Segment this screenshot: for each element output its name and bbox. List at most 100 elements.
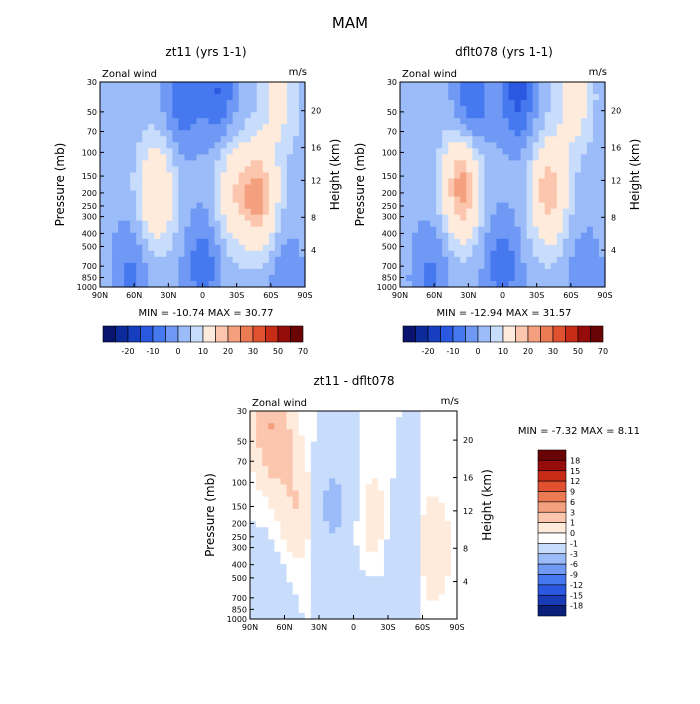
heat-cell	[432, 606, 440, 614]
heat-cell	[377, 502, 385, 510]
colorbar-swatch	[240, 325, 254, 343]
heat-cell	[262, 570, 269, 577]
heat-cell	[106, 82, 113, 89]
heat-cell	[454, 208, 461, 216]
heat-cell	[562, 190, 570, 198]
heat-cell	[136, 190, 143, 198]
heat-cell	[448, 256, 455, 264]
heat-cell	[268, 214, 276, 222]
heat-cell	[520, 82, 528, 89]
x-tick-label: 90N	[242, 623, 258, 632]
heat-cell	[250, 411, 257, 418]
heat-cell	[268, 515, 275, 522]
heat-cell	[178, 118, 186, 125]
heat-cell	[130, 274, 137, 282]
heat-cell	[574, 250, 582, 258]
heat-cell	[335, 490, 342, 498]
heat-cell	[226, 124, 234, 131]
heat-cell	[262, 582, 269, 590]
panel-3-title: zt11 - dflt078	[313, 374, 394, 388]
heat-cell	[274, 268, 282, 276]
heat-cell	[562, 100, 570, 107]
heat-cell	[268, 166, 276, 174]
heat-cell	[412, 160, 419, 168]
heat-cell	[262, 417, 269, 424]
heat-cell	[136, 280, 143, 288]
heat-cell	[402, 588, 409, 596]
heat-cell	[420, 423, 428, 430]
heat-cell	[262, 184, 270, 192]
heat-cell	[432, 612, 440, 620]
heat-cell	[268, 411, 275, 418]
heat-cell	[238, 118, 246, 125]
heat-cell	[424, 256, 431, 264]
heat-cell	[208, 136, 216, 143]
heat-cell	[430, 148, 437, 155]
heat-cell	[448, 112, 455, 119]
heat-cell	[142, 274, 149, 282]
heat-cell	[232, 88, 240, 95]
heat-cell	[298, 490, 306, 498]
y-tick-label: 1000	[377, 283, 397, 292]
heat-cell	[226, 202, 234, 210]
heat-cell	[244, 184, 252, 192]
heat-cell	[406, 274, 413, 282]
heat-cell	[592, 208, 600, 216]
heat-cell	[316, 429, 324, 437]
heat-cell	[166, 136, 173, 143]
heat-cell	[208, 226, 216, 234]
panel-2-stats: MIN = -12.94 MAX = 31.57	[437, 308, 572, 319]
heat-cell	[190, 118, 198, 125]
heat-cell	[323, 447, 330, 455]
heat-cell	[592, 214, 600, 222]
heat-cell	[424, 220, 431, 228]
heat-cell	[178, 82, 186, 89]
heat-cell	[371, 606, 379, 614]
colorbar-swatch	[537, 470, 567, 482]
colorbar-swatch	[537, 605, 567, 617]
heat-cell	[448, 130, 455, 137]
heat-cell	[262, 563, 269, 571]
heat-cell	[508, 196, 516, 204]
heat-cell	[208, 244, 216, 252]
heat-cell	[347, 484, 355, 492]
heat-cell	[329, 429, 336, 437]
heat-cell	[544, 178, 552, 186]
heat-cell	[100, 280, 107, 288]
heat-cell	[274, 563, 282, 571]
heat-cell	[274, 148, 282, 155]
heat-cell	[118, 100, 125, 107]
heat-cell	[335, 484, 342, 492]
heat-cell	[214, 244, 222, 252]
heat-cell	[514, 274, 522, 282]
heat-cell	[106, 88, 113, 95]
heat-cell	[478, 274, 486, 282]
heat-cell	[408, 459, 415, 467]
heat-cell	[304, 533, 312, 541]
heat-cell	[323, 563, 330, 571]
heat-cell	[598, 118, 606, 125]
heat-cell	[502, 148, 510, 155]
heat-cell	[420, 490, 428, 498]
heat-cell	[310, 539, 318, 547]
heat-cell	[310, 612, 318, 620]
heat-cell	[256, 539, 263, 547]
heat-cell	[274, 280, 282, 288]
heat-cell	[562, 178, 570, 186]
heat-cell	[562, 262, 570, 270]
heat-cell	[448, 100, 455, 107]
colorbar-swatch	[127, 325, 141, 343]
heat-cell	[100, 220, 107, 228]
heat-cell	[298, 124, 306, 131]
heat-cell	[100, 226, 107, 234]
heat-cell	[586, 160, 594, 168]
heat-cell	[112, 190, 119, 198]
heat-cell	[502, 208, 510, 216]
heat-cell	[550, 154, 558, 161]
heat-cell	[365, 453, 373, 461]
heat-cell	[544, 130, 552, 137]
heat-cell	[390, 490, 397, 498]
heat-cell	[268, 606, 275, 614]
heat-cell	[466, 214, 473, 222]
heat-cell	[286, 600, 294, 608]
